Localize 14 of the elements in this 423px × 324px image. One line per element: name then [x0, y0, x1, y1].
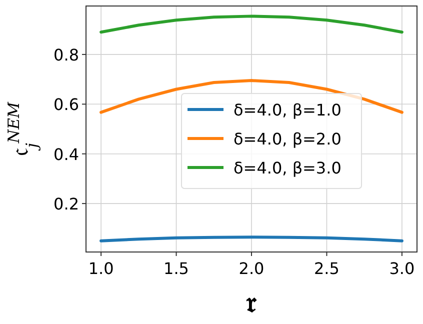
line-series [100, 14, 404, 34]
y-tick-label: 0.4 [54, 144, 79, 164]
x-tick-label: 2.5 [314, 259, 340, 278]
y-tick-label: 0.2 [54, 194, 79, 214]
x-axis-title: 𝔯 [246, 286, 258, 319]
x-tick-label: 3.0 [389, 259, 415, 278]
legend-label: ẟ=4.0, β=2.0 [234, 130, 342, 148]
legend-label: ẟ=4.0, β=1.0 [234, 100, 342, 120]
y-tick-label: 0.8 [54, 45, 79, 64]
x-tick-label: 2.0 [238, 259, 264, 278]
x-tick-label: 1.0 [88, 259, 114, 278]
x-tick-label: 1.5 [164, 259, 189, 278]
legend-label: ẟ=4.0, β=3.0 [234, 158, 342, 178]
y-tick-label: 0.6 [54, 95, 79, 114]
